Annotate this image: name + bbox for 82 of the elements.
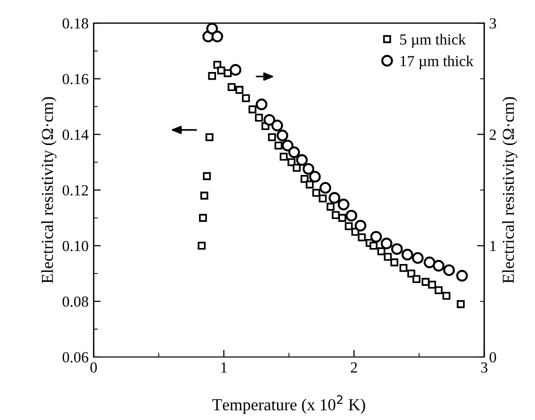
point — [302, 163, 314, 175]
point — [318, 194, 327, 202]
legend-label: 17 µm thick — [400, 55, 474, 70]
x-tick-label: 1 — [221, 362, 227, 372]
x-axis-title: Temperature (x 10$^{2}$ K) — [212, 395, 366, 414]
point — [412, 252, 424, 264]
point — [282, 140, 294, 152]
point — [300, 174, 308, 183]
point — [255, 114, 263, 122]
point — [338, 214, 346, 222]
y-tick-label: 0.18 — [62, 18, 88, 29]
point — [332, 211, 340, 220]
point — [442, 292, 450, 300]
point — [268, 133, 276, 142]
point — [288, 146, 300, 158]
y-tick-label: 0.10 — [62, 240, 88, 252]
point — [306, 180, 314, 188]
point — [390, 258, 398, 266]
point — [276, 130, 288, 142]
point — [288, 158, 296, 166]
point — [242, 94, 250, 102]
y-axis-title: Electrical resistivity (Ω·cm) — [41, 97, 56, 284]
point — [206, 133, 214, 142]
point — [217, 66, 226, 74]
point — [320, 182, 332, 194]
point — [434, 286, 443, 294]
y-tick-label: 0.06 — [62, 352, 88, 363]
point — [412, 275, 420, 284]
point — [271, 120, 284, 132]
x-tick-label: 0 — [90, 362, 97, 373]
point — [211, 30, 224, 42]
point — [338, 198, 350, 210]
point — [443, 264, 455, 276]
point — [208, 72, 216, 80]
point — [424, 256, 436, 268]
point — [202, 172, 211, 180]
point — [309, 170, 321, 183]
point — [432, 260, 444, 272]
point — [456, 270, 468, 282]
y-tick-label: 0.14 — [62, 130, 89, 140]
point — [280, 152, 288, 161]
point — [407, 270, 416, 278]
point — [235, 86, 244, 94]
point — [354, 220, 366, 232]
y2-axis-title: Electrical resistivity (Ω·cm) — [502, 97, 518, 284]
point — [328, 192, 340, 204]
point — [370, 230, 382, 243]
point — [456, 300, 465, 308]
x-tick-label: 2 — [350, 362, 357, 372]
point — [230, 64, 242, 76]
point — [198, 242, 206, 250]
y-tick-label: 0.12 — [62, 185, 88, 196]
y2-tick-label: 2 — [490, 130, 496, 140]
point — [200, 192, 208, 200]
point — [428, 280, 436, 289]
point — [256, 98, 268, 110]
y2-tick-label: 0 — [490, 352, 496, 362]
point — [312, 188, 320, 197]
point — [248, 105, 256, 114]
y-tick-label: 0.16 — [62, 74, 88, 84]
x-tick-label: 3 — [481, 362, 488, 373]
point — [400, 264, 408, 272]
y2-tick-label: 1 — [490, 240, 496, 251]
point — [422, 278, 430, 286]
point — [296, 154, 308, 166]
point — [391, 243, 403, 255]
point — [264, 114, 276, 126]
point — [344, 222, 353, 230]
point — [228, 83, 236, 92]
point — [358, 233, 366, 242]
point — [274, 142, 282, 150]
point — [326, 202, 335, 211]
legend-label: 5 µm thick — [400, 34, 466, 48]
point — [206, 23, 218, 34]
point — [199, 214, 207, 222]
y2-tick-label: 3 — [490, 18, 496, 29]
point — [402, 248, 414, 260]
point — [380, 238, 392, 250]
point — [370, 242, 378, 250]
point — [384, 252, 392, 261]
y-tick-label: 0.08 — [62, 296, 88, 307]
point — [346, 210, 358, 222]
